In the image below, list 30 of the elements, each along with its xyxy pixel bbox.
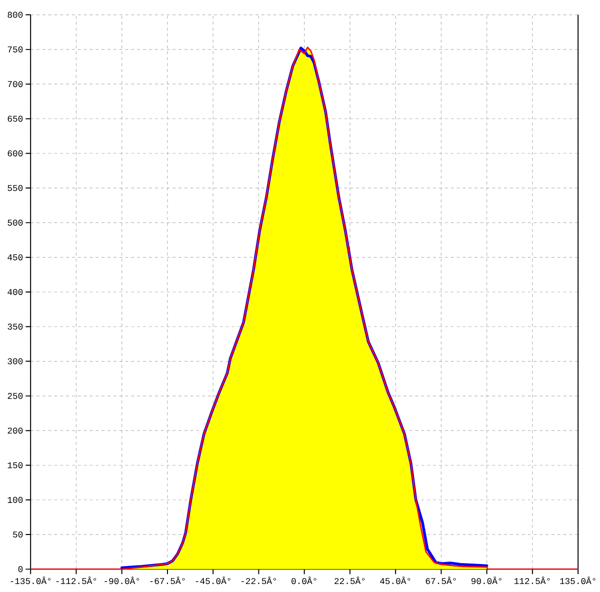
x-tick-label: 112.5Â° bbox=[514, 576, 550, 584]
y-tick-label: 50 bbox=[13, 532, 23, 538]
x-tick-label: -22.5Â° bbox=[242, 576, 276, 584]
x-tick-label: -90.0Â° bbox=[104, 576, 140, 584]
y-tick-label: 400 bbox=[8, 289, 23, 296]
x-tick-label: 0.0Â° bbox=[292, 576, 316, 584]
y-tick-label: 0 bbox=[18, 566, 23, 572]
y-tick-label: 100 bbox=[8, 496, 23, 503]
y-tick-label: 800 bbox=[8, 12, 23, 18]
x-tick-label: 67.5Â° bbox=[426, 576, 456, 584]
y-tick-label: 200 bbox=[8, 428, 23, 434]
y-tick-label: 250 bbox=[8, 392, 23, 400]
y-tick-label: 600 bbox=[8, 150, 23, 156]
x-tick-label: 90.0Â° bbox=[471, 576, 502, 584]
x-tick-label: -135.0Â° bbox=[10, 576, 50, 584]
y-tick-label: 300 bbox=[8, 358, 23, 364]
y-tick-label: 750 bbox=[8, 46, 23, 53]
x-tick-label: 45.0Â° bbox=[380, 576, 410, 584]
x-tick-label: -45.0Â° bbox=[196, 576, 230, 584]
x-tick-label: 135.0Â° bbox=[560, 576, 596, 584]
y-tick-label: 450 bbox=[8, 254, 23, 260]
y-tick-label: 650 bbox=[8, 116, 23, 122]
y-tick-label: 700 bbox=[8, 81, 23, 88]
y-tick-label: 350 bbox=[8, 324, 23, 330]
y-tick-label: 150 bbox=[8, 462, 23, 468]
y-tick-label: 550 bbox=[8, 185, 23, 192]
y-tick-label: 500 bbox=[8, 220, 23, 226]
x-tick-label: -67.5Â° bbox=[150, 576, 185, 584]
x-tick-label: -112.5Â° bbox=[56, 576, 96, 584]
x-tick-label: 22.5Â° bbox=[334, 576, 365, 584]
